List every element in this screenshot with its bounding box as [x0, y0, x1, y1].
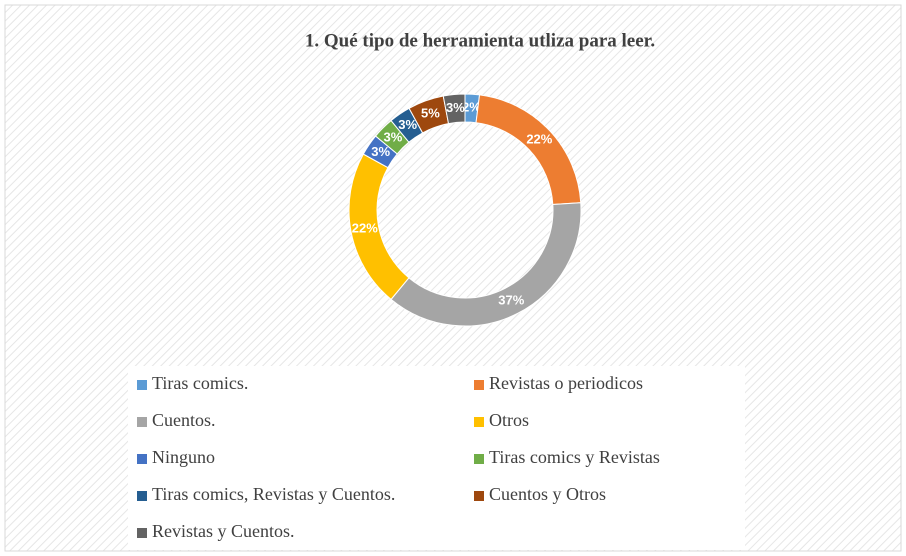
legend-label: Tiras comics.	[152, 373, 248, 393]
legend-swatch	[474, 380, 484, 390]
chart-title: 1. Qué tipo de herramienta utliza para l…	[305, 30, 655, 51]
legend-label: Ninguno	[152, 447, 215, 467]
legend-box	[128, 366, 745, 550]
legend-label: Revistas y Cuentos.	[152, 521, 295, 541]
legend-swatch	[137, 528, 147, 538]
data-label: 3%	[398, 117, 417, 132]
legend-swatch	[474, 454, 484, 464]
legend-label: Cuentos.	[152, 410, 216, 430]
data-label: 22%	[352, 221, 378, 236]
data-label: 3%	[446, 100, 465, 115]
legend-label: Cuentos y Otros	[489, 484, 606, 504]
legend-label: Revistas o periodicos	[489, 373, 643, 393]
data-label: 3%	[371, 144, 390, 159]
legend-swatch	[474, 417, 484, 427]
data-label: 2%	[462, 100, 481, 115]
legend-label: Tiras comics, Revistas y Cuentos.	[152, 484, 395, 504]
legend-swatch	[137, 417, 147, 427]
data-label: 37%	[498, 292, 524, 307]
legend-label: Otros	[489, 410, 529, 430]
doughnut-segment	[442, 93, 466, 125]
data-label: 3%	[383, 129, 402, 144]
legend-swatch	[137, 454, 147, 464]
data-label: 5%	[421, 105, 440, 120]
legend-swatch	[137, 380, 147, 390]
legend-swatch	[474, 491, 484, 501]
legend-label: Tiras comics y Revistas	[489, 447, 660, 467]
data-label: 22%	[526, 132, 552, 147]
legend-swatch	[137, 491, 147, 501]
